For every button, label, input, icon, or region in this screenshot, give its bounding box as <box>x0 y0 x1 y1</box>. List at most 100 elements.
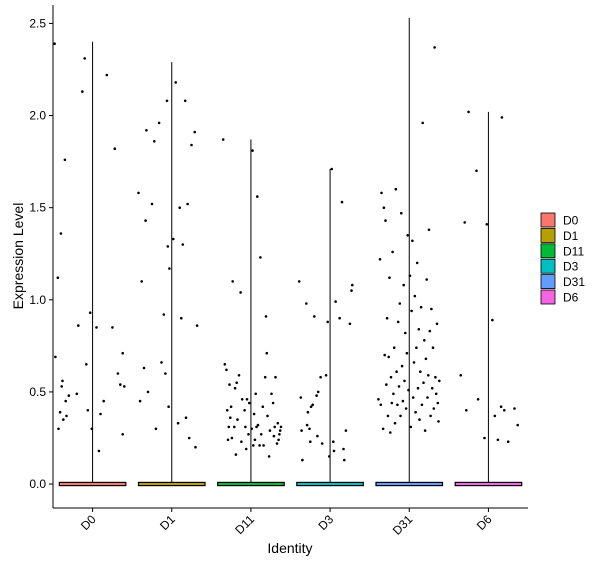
data-point <box>382 206 386 209</box>
violin-base-d6 <box>454 481 523 487</box>
data-point <box>83 57 86 60</box>
x-tick-label: D1 <box>157 512 178 533</box>
legend-swatch <box>540 212 556 228</box>
data-point <box>262 444 265 447</box>
legend-label: D3 <box>563 260 579 274</box>
data-point <box>389 375 393 379</box>
data-point <box>424 357 428 361</box>
data-point <box>409 425 413 429</box>
data-point <box>414 410 417 414</box>
data-point <box>513 407 516 410</box>
data-point <box>343 458 346 462</box>
data-point <box>168 267 171 270</box>
data-point <box>350 289 353 292</box>
data-point <box>230 436 234 440</box>
data-point <box>223 363 227 366</box>
data-point <box>240 440 243 444</box>
data-point <box>340 200 344 204</box>
data-point <box>491 318 494 322</box>
data-point <box>247 433 250 436</box>
data-point <box>121 351 124 355</box>
data-point <box>266 414 269 418</box>
legend-swatch <box>540 258 556 274</box>
data-point <box>428 329 432 333</box>
data-point <box>465 409 468 412</box>
data-point <box>400 211 403 215</box>
data-point <box>389 431 392 434</box>
x-tick-label: D0 <box>78 512 99 533</box>
data-point <box>99 412 102 416</box>
data-point <box>434 392 438 396</box>
data-point <box>194 445 197 449</box>
data-point <box>181 243 185 246</box>
data-point <box>256 423 260 427</box>
data-point <box>62 418 65 421</box>
data-point <box>273 425 277 429</box>
data-point <box>379 403 383 407</box>
data-point <box>119 383 122 386</box>
legend-swatch <box>540 243 556 259</box>
data-point <box>154 427 158 431</box>
data-point <box>137 191 140 195</box>
data-point <box>381 427 385 431</box>
data-point <box>351 283 354 287</box>
data-point <box>496 438 500 442</box>
x-axis-title: Identity <box>267 540 312 556</box>
data-point <box>463 221 467 224</box>
x-tick-label: D31 <box>390 512 416 538</box>
violins-layer <box>58 17 523 487</box>
data-point <box>404 407 408 410</box>
data-point <box>138 399 142 403</box>
data-point <box>255 425 258 429</box>
data-point <box>483 436 486 440</box>
data-point <box>411 239 414 243</box>
data-point <box>190 143 193 147</box>
x-tick-label: D11 <box>232 512 257 537</box>
data-point <box>410 309 413 313</box>
data-point <box>258 444 261 447</box>
data-point <box>425 278 429 281</box>
data-point <box>187 436 191 440</box>
x-tick-label: D3 <box>315 512 336 533</box>
data-point <box>427 374 430 377</box>
data-point <box>239 291 242 294</box>
data-point <box>236 418 239 421</box>
data-point <box>252 412 256 416</box>
data-point <box>380 191 383 195</box>
data-point <box>301 458 304 462</box>
data-point <box>308 427 311 431</box>
y-axis-title: Expression Level <box>10 203 26 310</box>
data-point <box>435 322 439 326</box>
data-point <box>392 346 396 350</box>
data-point <box>299 396 303 399</box>
data-point <box>235 381 238 385</box>
data-point <box>338 316 341 320</box>
data-point <box>150 202 154 206</box>
points-layer <box>53 42 519 462</box>
violin-base-d31 <box>375 481 444 487</box>
data-point <box>278 433 281 436</box>
data-point <box>226 438 230 442</box>
data-point <box>330 167 334 171</box>
data-point <box>121 433 124 436</box>
data-point <box>467 110 470 114</box>
data-point <box>176 421 180 425</box>
data-point <box>430 307 433 311</box>
data-point <box>459 374 463 377</box>
data-point <box>433 46 436 49</box>
data-point <box>67 394 71 397</box>
data-point <box>436 401 440 405</box>
data-point <box>438 379 441 383</box>
data-point <box>324 374 328 377</box>
legend-label: D0 <box>563 214 579 228</box>
data-point <box>195 324 199 327</box>
data-point <box>427 228 431 232</box>
data-point <box>183 99 187 103</box>
data-point <box>399 414 402 418</box>
violin-base-d0 <box>58 481 127 487</box>
data-point <box>300 429 303 432</box>
data-point <box>166 245 170 248</box>
data-point <box>234 453 238 456</box>
data-point <box>506 440 510 444</box>
